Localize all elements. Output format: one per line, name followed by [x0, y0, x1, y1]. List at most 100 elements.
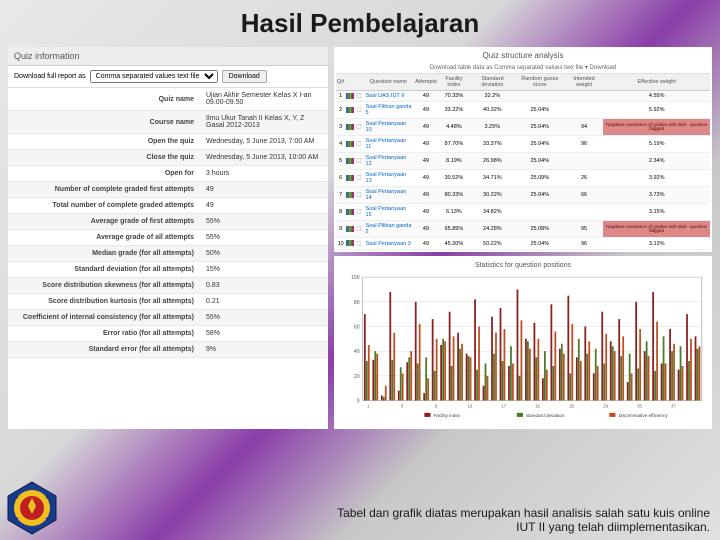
rg-cell: 25.04% — [515, 136, 565, 153]
info-key: Median grade (for all attempts) — [8, 246, 200, 262]
sd-cell: 32.2% — [470, 91, 515, 102]
info-row: Open the quizWednesday, 5 June 2013, 7:0… — [8, 134, 328, 150]
analysis-row: 7 ⬚ Soal Pertanyaan 14 49 80.33% 30.22% … — [336, 187, 710, 204]
info-key: Score distribution skewness (for all att… — [8, 278, 200, 294]
q-name-link[interactable]: Soal Pertanyaan 3 — [363, 238, 415, 249]
rg-cell: 25.04% — [515, 153, 565, 170]
q-num: 5 — [336, 153, 345, 170]
att-cell: 49 — [414, 153, 438, 170]
att-cell: 49 — [414, 238, 438, 249]
att-cell: 49 — [414, 204, 438, 221]
analysis-row: 4 ⬚ Soal Pertanyaan 11 49 87.70% 33.37% … — [336, 136, 710, 153]
q-type-icon — [345, 187, 355, 204]
fi-cell: 80.33% — [438, 187, 470, 204]
analysis-col-header: Facility index — [438, 74, 470, 91]
analysis-row: 6 ⬚ Soal Pertanyaan 13 49 30.52% 34.71% … — [336, 170, 710, 187]
q-name-link[interactable]: Soal Pertanyaan 15 — [363, 204, 415, 221]
info-row: Coefficient of internal consistency (for… — [8, 310, 328, 326]
info-key: Open for — [8, 166, 200, 182]
q-flag-icon: ⬚ — [355, 170, 362, 187]
iw-cell — [565, 153, 604, 170]
ew-cell: 3.13% — [603, 238, 710, 249]
quiz-info-table: Quiz nameUjian Akhir Semester Kelas X I-… — [8, 88, 328, 358]
content-area: Quiz information Download full report as… — [0, 47, 720, 429]
info-key: Open the quiz — [8, 134, 200, 150]
q-name-link[interactable]: Soal Pertanyaan 14 — [363, 187, 415, 204]
q-num: 3 — [336, 119, 345, 136]
chart-panel: Statistics for question positions 020406… — [334, 256, 712, 429]
q-flag-icon: ⬚ — [355, 187, 362, 204]
analysis-row: 10 ⬚ Soal Pertanyaan 3 49 45.20% 50.22% … — [336, 238, 710, 249]
q-name-link[interactable]: Soal Pilihan ganda 5 — [363, 102, 415, 119]
svg-text:Discriminative efficiency: Discriminative efficiency — [619, 413, 669, 418]
att-cell: 49 — [414, 221, 438, 238]
svg-text:0: 0 — [357, 398, 360, 404]
q-type-icon — [345, 119, 355, 136]
q-num: 6 — [336, 170, 345, 187]
analysis-table: Q# Question nameAttemptsFacility indexSta… — [336, 74, 710, 250]
q-num: 9 — [336, 221, 345, 238]
right-panel: Quiz structure analysis Download table d… — [334, 47, 712, 429]
info-key: Average grade of first attempts — [8, 214, 200, 230]
info-key: Score distribution kurtosis (for all att… — [8, 294, 200, 310]
att-cell: 49 — [414, 119, 438, 136]
svg-text:37: 37 — [671, 404, 676, 409]
ew-cell: 4.55% — [603, 91, 710, 102]
q-name-link[interactable]: Soal UAS IUT II — [363, 91, 415, 102]
q-type-icon — [345, 221, 355, 238]
sd-cell: 34.82% — [470, 204, 515, 221]
fi-cell: 33.22% — [438, 102, 470, 119]
info-row: Standard deviation (for all attempts)15% — [8, 262, 328, 278]
fi-cell: 4.48% — [438, 119, 470, 136]
q-num: 8 — [336, 204, 345, 221]
info-val: 55% — [200, 230, 328, 246]
caption: Tabel dan grafik diatas merupakan hasil … — [0, 506, 720, 534]
q-name-link[interactable]: Soal Pertanyaan 11 — [363, 136, 415, 153]
download-label: Download full report as — [14, 73, 86, 80]
fi-cell: 70.33% — [438, 91, 470, 102]
download-button[interactable]: Download — [222, 70, 267, 83]
q-flag-icon: ⬚ — [355, 91, 362, 102]
analysis-col-header: Question name — [363, 74, 415, 91]
rg-cell — [515, 91, 565, 102]
sd-cell: 24.28% — [470, 221, 515, 238]
analysis-col-header: Attempts — [414, 74, 438, 91]
svg-text:Standard deviation: Standard deviation — [526, 413, 565, 418]
info-row: Close the quizWednesday, 5 June 2013, 10… — [8, 150, 328, 166]
fi-cell: 8.19% — [438, 153, 470, 170]
analysis-subheader: Download table data as Comma separated v… — [336, 62, 710, 74]
info-row: Total number of complete graded attempts… — [8, 198, 328, 214]
analysis-row: 5 ⬚ Soal Pertanyaan 12 49 8.19% 26.98% 2… — [336, 153, 710, 170]
q-name-link[interactable]: Soal Pertanyaan 13 — [363, 170, 415, 187]
fi-cell: 87.70% — [438, 136, 470, 153]
ew-cell: 2.34% — [603, 153, 710, 170]
iw-cell — [565, 91, 604, 102]
analysis-col-header: Q# — [336, 74, 345, 91]
analysis-col-header — [355, 74, 362, 91]
info-key: Coefficient of internal consistency (for… — [8, 310, 200, 326]
q-flag-icon: ⬚ — [355, 102, 362, 119]
q-name-link[interactable]: Soal Pertanyaan 12 — [363, 153, 415, 170]
analysis-header: Quiz structure analysis — [336, 49, 710, 62]
rg-cell: 25.04% — [515, 119, 565, 136]
info-row: Course nameIlmu Ukur Tanah II Kelas X, Y… — [8, 111, 328, 134]
info-row: Average grade of first attempts55% — [8, 214, 328, 230]
q-flag-icon: ⬚ — [355, 119, 362, 136]
download-format-select[interactable]: Comma separated values text file — [90, 70, 218, 83]
warn-cell: Negative covariance of grades with total… — [603, 221, 710, 238]
chart-svg: 02040608010015913172125293337Facility in… — [338, 271, 708, 425]
iw-cell — [565, 102, 604, 119]
svg-text:5: 5 — [401, 404, 404, 409]
info-val: Wednesday, 5 June 2013, 7:00 AM — [200, 134, 328, 150]
q-name-link[interactable]: Soal Pertanyaan 10 — [363, 119, 415, 136]
sd-cell: 40.32% — [470, 102, 515, 119]
info-key: Total number of complete graded attempts — [8, 198, 200, 214]
warn-cell: Negative covariance of grades with total… — [603, 119, 710, 136]
iw-cell — [565, 204, 604, 221]
svg-text:33: 33 — [637, 404, 642, 409]
info-row: Error ratio (for all attempts)58% — [8, 326, 328, 342]
analysis-col-header: Standard deviation — [470, 74, 515, 91]
iw-cell: 96 — [565, 238, 604, 249]
q-name-link[interactable]: Soal Pilihan ganda 2 — [363, 221, 415, 238]
quiz-info-panel: Quiz information Download full report as… — [8, 47, 328, 429]
